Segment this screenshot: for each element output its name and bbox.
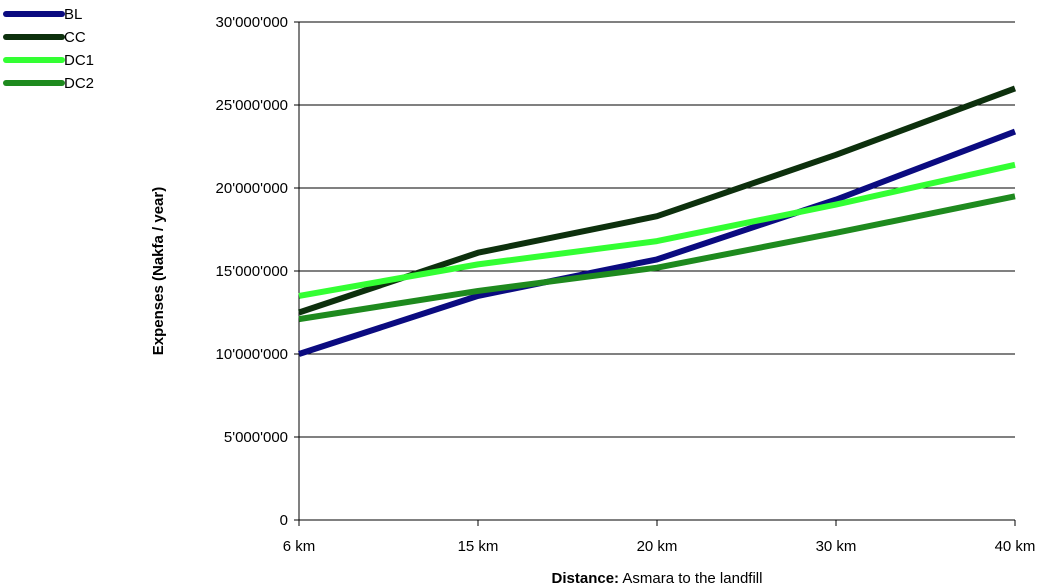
series-line-dc2 bbox=[298, 193, 1016, 323]
series-lines bbox=[298, 85, 1017, 357]
legend-label-cc: CC bbox=[64, 29, 86, 46]
legend-label-dc1: DC1 bbox=[64, 52, 94, 69]
legend: BL CC DC1 DC2 bbox=[3, 6, 94, 92]
y-tick-label: 10'000'000 bbox=[216, 346, 288, 363]
x-tick-labels: 6 km 15 km 20 km 30 km 40 km bbox=[283, 538, 1036, 555]
y-tick-label: 5'000'000 bbox=[224, 429, 288, 446]
x-tick-label: 30 km bbox=[816, 538, 857, 555]
y-tick-labels: 0 5'000'000 10'000'000 15'000'000 20'000'000… bbox=[216, 14, 288, 529]
series-line-bl bbox=[298, 128, 1017, 357]
y-axis-title: Expenses (Nakfa / year) bbox=[150, 187, 167, 355]
x-tick-label: 40 km bbox=[995, 538, 1036, 555]
axes bbox=[294, 21, 1016, 526]
x-axis-title-bold: Distance: bbox=[552, 570, 620, 587]
y-tick-label: 25'000'000 bbox=[216, 97, 288, 114]
x-tick-label: 20 km bbox=[637, 538, 678, 555]
y-tick-label: 15'000'000 bbox=[216, 263, 288, 280]
x-tick-label: 6 km bbox=[283, 538, 316, 555]
legend-label-dc2: DC2 bbox=[64, 75, 94, 92]
x-axis-title-rest: Asmara to the landfill bbox=[619, 570, 762, 587]
series-line-dc1 bbox=[298, 161, 1016, 299]
y-tick-label: 0 bbox=[280, 512, 288, 529]
y-tick-label: 20'000'000 bbox=[216, 180, 288, 197]
x-axis-title: Distance: Asmara to the landfill bbox=[552, 570, 763, 587]
gridlines bbox=[299, 21, 1015, 438]
y-tick-label: 30'000'000 bbox=[216, 14, 288, 31]
legend-label-bl: BL bbox=[64, 6, 82, 23]
x-tick-label: 15 km bbox=[458, 538, 499, 555]
